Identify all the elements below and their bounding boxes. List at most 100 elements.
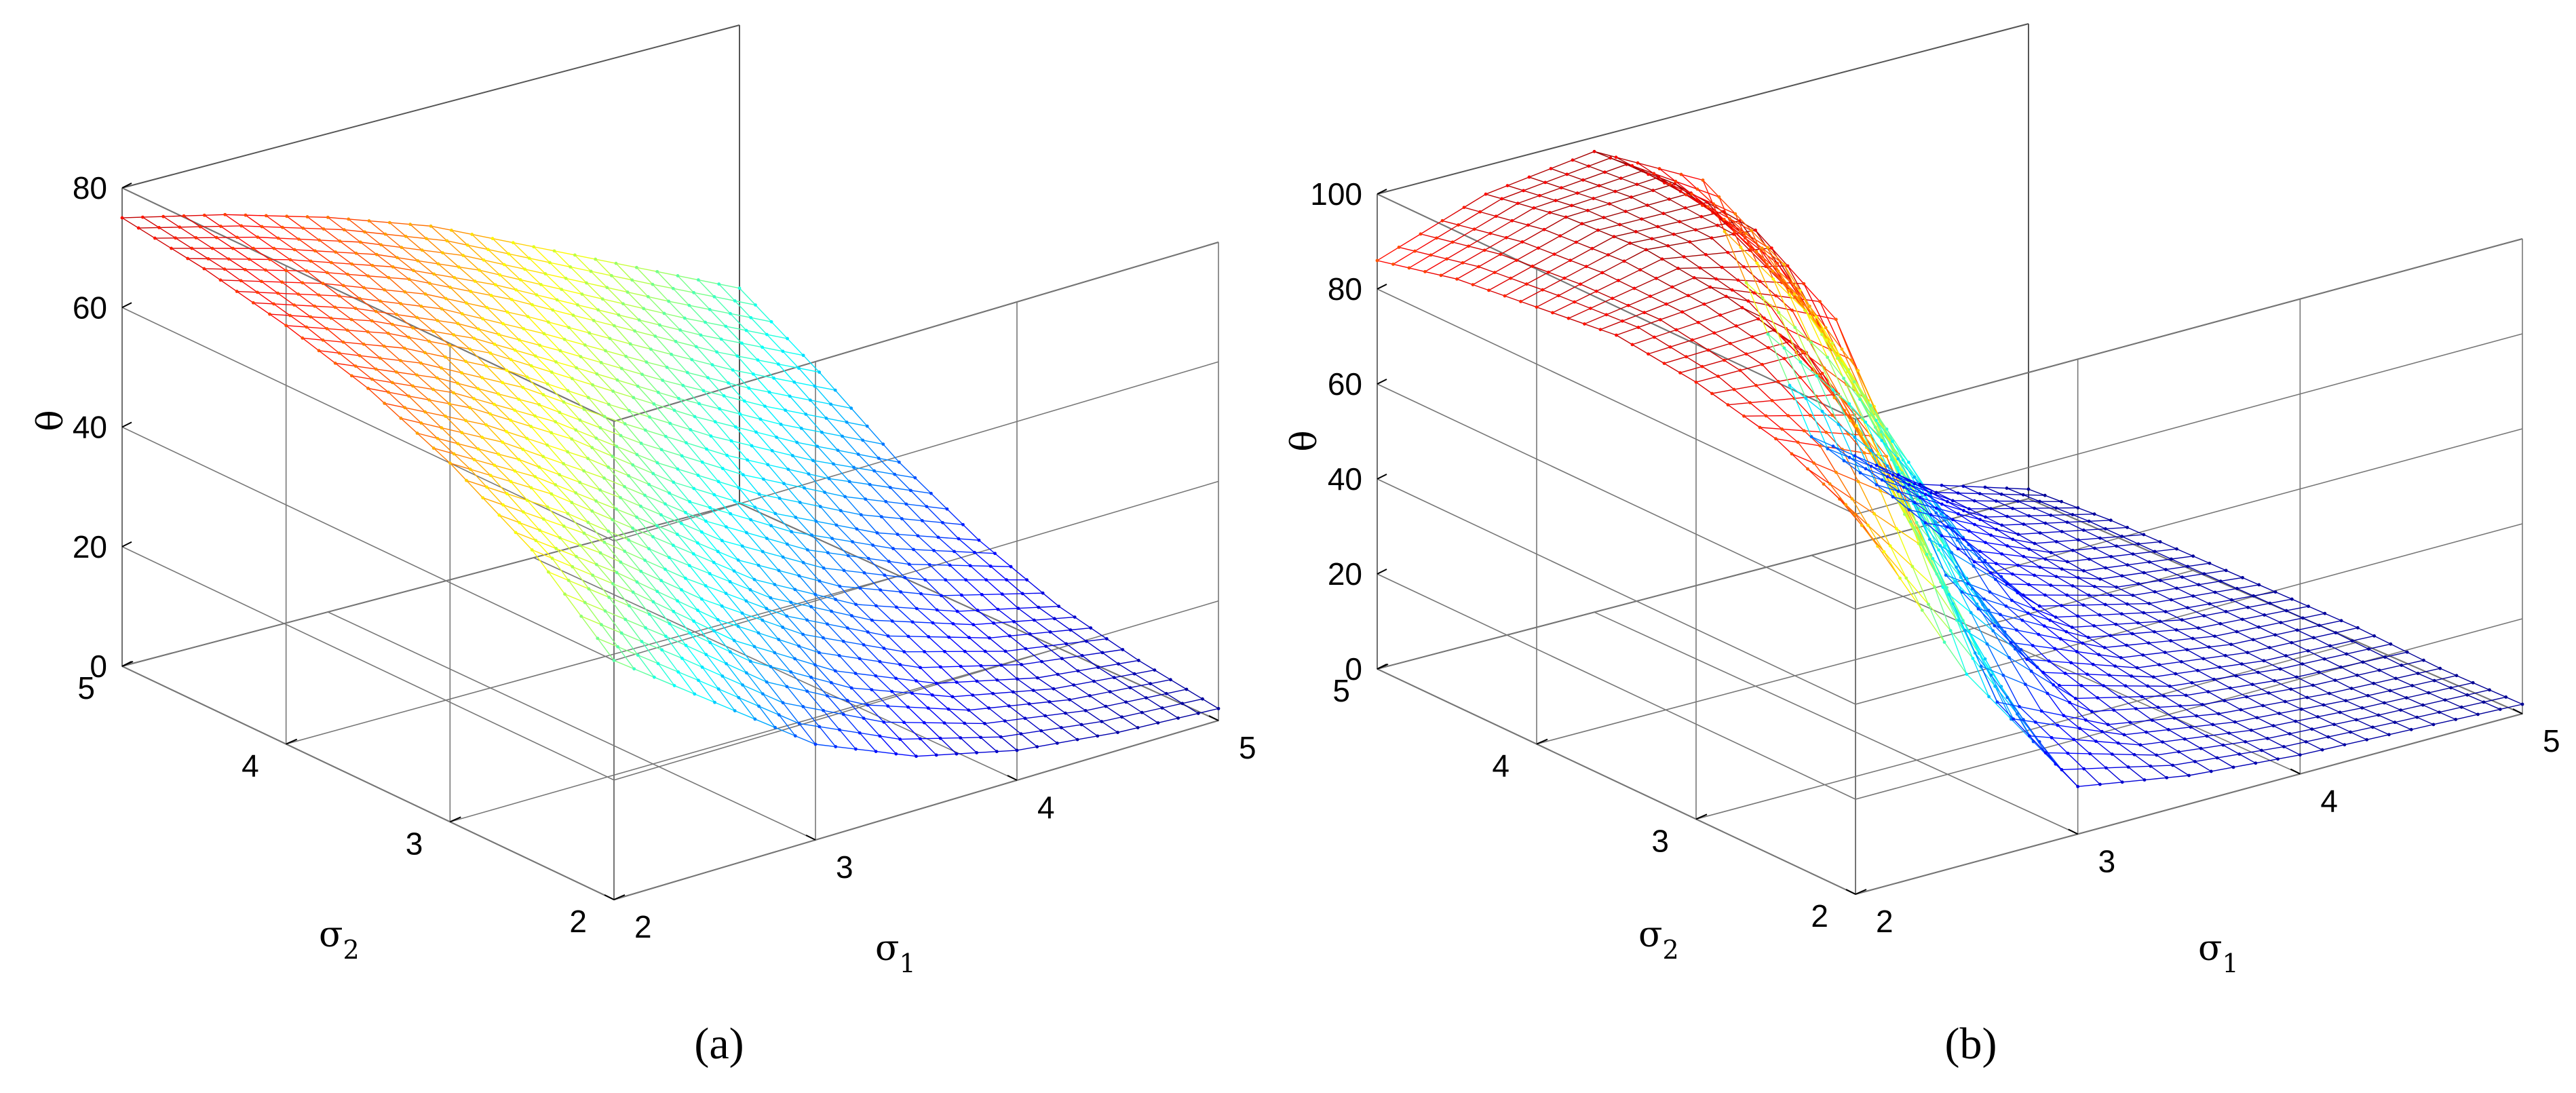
mesh-line xyxy=(539,529,560,539)
mesh-point xyxy=(801,560,805,564)
mesh-line xyxy=(1759,427,1782,430)
mesh-line xyxy=(2280,663,2303,670)
mesh-point xyxy=(533,354,537,358)
mesh-point xyxy=(2090,710,2094,714)
mesh-point xyxy=(1015,748,1019,752)
mesh-point xyxy=(820,430,824,434)
mesh-line xyxy=(2284,701,2302,710)
mesh-line xyxy=(453,453,471,470)
mesh-point xyxy=(750,444,754,448)
mesh-line xyxy=(2368,643,2391,650)
mesh-point xyxy=(2213,634,2216,638)
mesh-line xyxy=(2143,612,2161,622)
mesh-point xyxy=(2178,704,2183,708)
mesh-line xyxy=(424,352,442,368)
mesh-line xyxy=(600,624,619,647)
mesh-point xyxy=(594,562,598,567)
mesh-line xyxy=(803,562,820,581)
mesh-point xyxy=(655,461,659,465)
mesh-line xyxy=(437,320,455,336)
mesh-line xyxy=(2247,647,2270,653)
mesh-line xyxy=(469,407,491,415)
mesh-point xyxy=(809,675,813,679)
mesh-point xyxy=(255,290,259,294)
mesh-line xyxy=(257,292,278,294)
mesh-line xyxy=(506,493,524,513)
mesh-line xyxy=(972,693,993,696)
mesh-line xyxy=(814,664,832,683)
mesh-line xyxy=(774,584,792,603)
mesh-point xyxy=(436,436,440,440)
mesh-line xyxy=(881,516,902,520)
mesh-line xyxy=(620,435,642,444)
mesh-line xyxy=(764,406,782,425)
mesh-point xyxy=(2094,740,2098,744)
mesh-line xyxy=(778,638,799,647)
mesh-line xyxy=(583,408,601,429)
mesh-line xyxy=(323,228,341,242)
mesh-point xyxy=(1024,647,1028,651)
mesh-point xyxy=(1830,413,1834,417)
mesh-point xyxy=(737,695,741,699)
mesh-line xyxy=(479,269,496,286)
mesh-point xyxy=(649,347,653,351)
mesh-line xyxy=(499,274,517,290)
mesh-line xyxy=(396,313,413,328)
mesh-line xyxy=(830,404,851,409)
mesh-point xyxy=(2130,632,2134,636)
mesh-line xyxy=(1801,351,1819,375)
mesh-line xyxy=(1927,604,1945,643)
mesh-line xyxy=(561,288,583,295)
mesh-line xyxy=(654,676,675,687)
mesh-line xyxy=(442,252,459,268)
mesh-line xyxy=(1803,283,1826,328)
mesh-point xyxy=(367,219,371,223)
mesh-line xyxy=(482,318,503,324)
mesh-point xyxy=(2410,684,2415,687)
mesh-point xyxy=(847,480,851,484)
mesh-point xyxy=(1116,731,1119,734)
mesh-point xyxy=(531,303,534,307)
mesh-point xyxy=(1982,597,1986,601)
mesh-line xyxy=(494,343,516,351)
mesh-line xyxy=(913,549,930,565)
mesh-line xyxy=(794,589,812,607)
mesh-line xyxy=(322,283,344,286)
mesh-point xyxy=(2257,625,2261,629)
mesh-line xyxy=(769,391,790,397)
mesh-line xyxy=(2169,685,2187,696)
mesh-point xyxy=(218,278,223,282)
mesh-line xyxy=(556,299,574,316)
mesh-line xyxy=(683,385,700,404)
mesh-point xyxy=(2120,780,2124,784)
mesh-point xyxy=(387,390,390,394)
mesh-line xyxy=(413,269,434,275)
mesh-point xyxy=(814,519,818,523)
mesh-line xyxy=(1921,610,1945,643)
mesh-line xyxy=(220,280,242,282)
mesh-point xyxy=(1569,258,1573,263)
mesh-line xyxy=(2176,629,2193,639)
mesh-point xyxy=(353,307,358,310)
mesh-line xyxy=(744,400,761,420)
mesh-line xyxy=(417,317,438,322)
mesh-point xyxy=(602,415,607,419)
mesh-point xyxy=(732,569,736,573)
mesh-line xyxy=(2126,643,2149,646)
mesh-line xyxy=(1608,254,1625,262)
mesh-line xyxy=(482,437,503,443)
mesh-point xyxy=(1079,723,1083,727)
mesh-line xyxy=(997,750,1018,752)
mesh-line xyxy=(607,287,628,293)
mesh-point xyxy=(752,577,756,581)
mesh-line xyxy=(282,227,303,229)
mesh-point xyxy=(518,521,522,524)
mesh-point xyxy=(325,271,329,275)
mesh-point xyxy=(699,597,704,601)
mesh-line xyxy=(2043,672,2066,674)
mesh-line xyxy=(808,473,830,480)
mesh-line xyxy=(739,288,756,305)
mesh-line xyxy=(906,503,927,507)
mesh-line xyxy=(2058,685,2076,699)
mesh-line xyxy=(494,343,512,360)
